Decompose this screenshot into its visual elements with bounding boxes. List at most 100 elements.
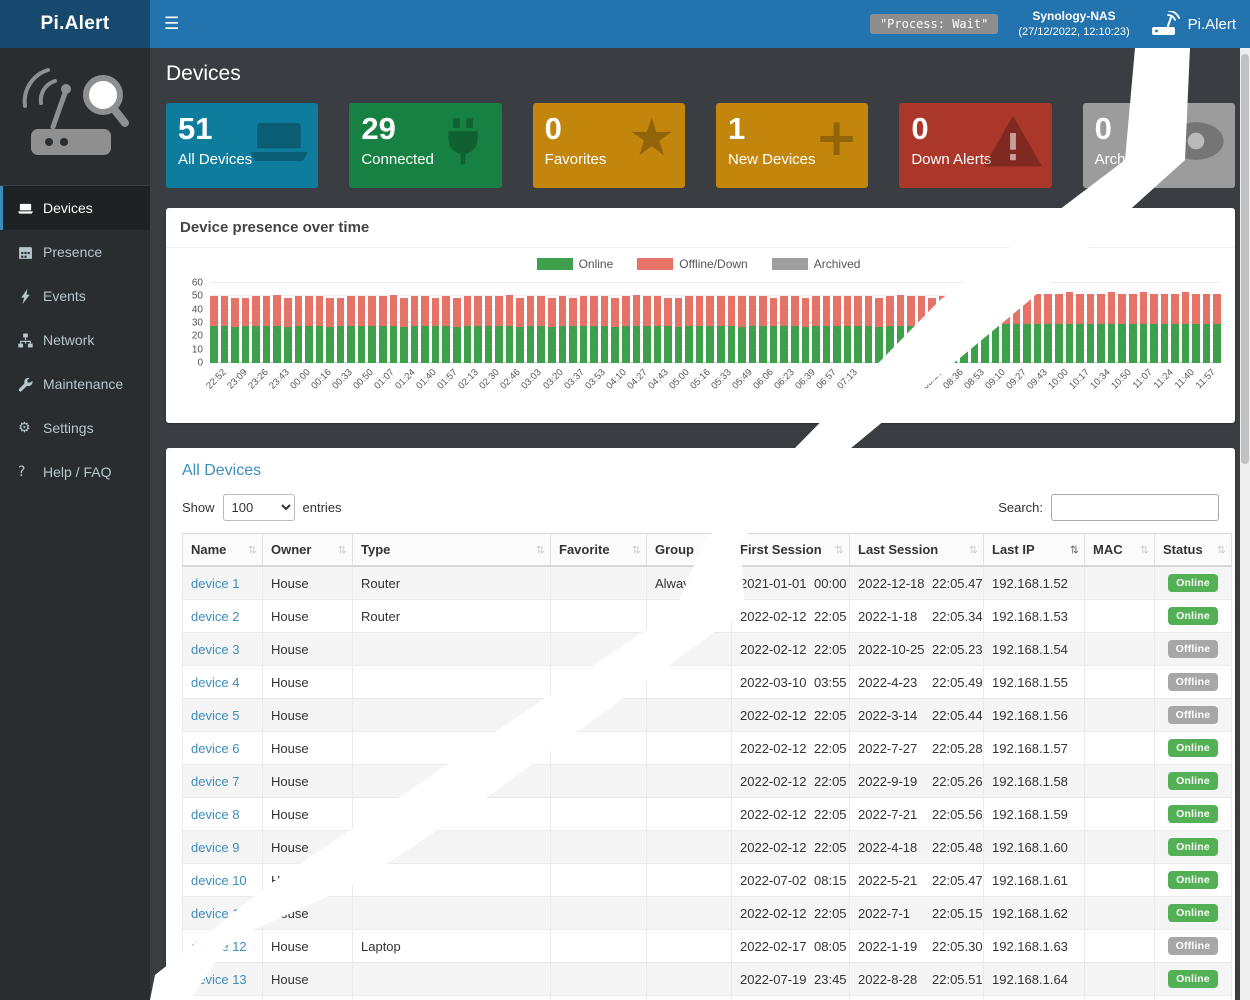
- device-name-link[interactable]: device 12: [191, 938, 247, 954]
- presence-bar: [400, 283, 408, 363]
- chart-area: 0 10 20 30 40 50 60: [176, 278, 1221, 369]
- presence-bar: [1192, 283, 1200, 363]
- legend-label: Archived: [813, 257, 861, 271]
- device-name-link[interactable]: device 2: [191, 608, 240, 624]
- column-label: Last Session: [858, 542, 939, 557]
- last-session-cell: 2022-5-21 22:05.47: [849, 863, 984, 897]
- card-archived[interactable]: 0 Archived: [1082, 103, 1235, 188]
- column-header-name[interactable]: Name ⇅: [182, 533, 263, 567]
- device-name-link[interactable]: device 13: [191, 971, 247, 987]
- column-header-last-ip[interactable]: Last IP ⇅: [983, 533, 1085, 567]
- card-down-alerts[interactable]: 0 Down Alerts: [899, 103, 1052, 188]
- sidebar-item-help-faq[interactable]: ? Help / FAQ: [0, 450, 150, 494]
- device-name-link[interactable]: device 5: [191, 707, 240, 723]
- y-axis-tick: 10: [191, 344, 203, 356]
- sidebar-item-devices[interactable]: Devices: [0, 186, 150, 230]
- column-header-type[interactable]: Type ⇅: [352, 533, 551, 567]
- legend-item-online[interactable]: Online: [536, 257, 613, 271]
- column-label: Type: [361, 542, 391, 557]
- column-header-first-session[interactable]: First Session ⇅: [731, 533, 850, 567]
- type-cell: Router: [352, 565, 551, 600]
- x-axis-tick: 05:16: [688, 367, 713, 392]
- card-all-devices[interactable]: 51 All Devices: [166, 103, 319, 188]
- presence-bar: [1107, 283, 1116, 363]
- presence-bar: [1065, 283, 1074, 363]
- x-axis-tick: 02:13: [456, 367, 482, 392]
- mac-cell: [1084, 698, 1155, 732]
- mac-cell: [1084, 731, 1155, 765]
- presence-bar: [854, 283, 862, 363]
- column-header-status[interactable]: Status ⇅: [1154, 533, 1232, 567]
- sidebar-item-events[interactable]: Events: [0, 274, 150, 318]
- legend-item-offline-down[interactable]: Offline/Down: [637, 257, 748, 271]
- status-badge: Online: [1168, 607, 1218, 625]
- device-name-link[interactable]: device 8: [191, 806, 240, 822]
- last-ip-cell: 192.168.1.55: [983, 665, 1085, 699]
- presence-bar: [569, 283, 577, 363]
- presence-bar: [748, 283, 757, 363]
- presence-bar: [1139, 283, 1148, 363]
- presence-bar: [357, 283, 366, 363]
- device-name-link[interactable]: device 6: [191, 740, 240, 756]
- type-cell: [352, 665, 551, 699]
- column-header-favorite[interactable]: Favorite ⇅: [550, 533, 647, 567]
- column-header-owner[interactable]: Owner ⇅: [262, 533, 353, 567]
- device-name-link[interactable]: device 7: [191, 773, 240, 789]
- presence-bar: [621, 283, 630, 363]
- favorite-cell: [550, 764, 647, 798]
- sidebar: Devices Presence Events Network Maintenance ⚙…: [0, 48, 150, 1000]
- presence-bar: [474, 283, 482, 363]
- y-axis-tick: 60: [191, 277, 203, 289]
- favorite-cell: [550, 863, 647, 897]
- sidebar-item-maintenance[interactable]: Maintenance: [0, 362, 150, 406]
- x-axis-tick: 23:09: [224, 367, 250, 392]
- laptop-icon: [250, 115, 309, 174]
- column-label: Owner: [271, 542, 312, 557]
- device-name-link[interactable]: device 4: [191, 674, 240, 690]
- hamburger-icon[interactable]: ☰: [164, 14, 180, 34]
- owner-cell: House: [262, 863, 353, 897]
- x-axis-tick: 08:36: [940, 367, 966, 392]
- type-cell: [352, 830, 551, 864]
- sidebar-item-presence[interactable]: Presence: [0, 230, 150, 274]
- column-header-last-session[interactable]: Last Session ⇅: [849, 533, 984, 567]
- mac-cell: [1084, 830, 1155, 864]
- column-header-group[interactable]: Group ⇅: [646, 533, 732, 567]
- device-row: device 1 House Router Always on 2021-01-01 00…: [182, 565, 1232, 600]
- entries-label: entries: [302, 500, 342, 515]
- device-name-link[interactable]: device 3: [191, 641, 240, 657]
- device-name-link[interactable]: device 10: [191, 872, 247, 888]
- column-label: Status: [1163, 542, 1203, 557]
- type-cell: [352, 797, 551, 831]
- device-row: device 14House2022-02-1222:052022-11-222…: [182, 995, 1232, 1000]
- last-session-cell: 2022-7-1 22:05.15: [849, 896, 984, 930]
- entries-select[interactable]: 100: [222, 494, 295, 521]
- owner-cell: House: [262, 995, 353, 1000]
- presence-bar: [463, 283, 472, 363]
- last-ip-cell: 192.168.1.52: [983, 565, 1085, 600]
- card-favorites[interactable]: 0 Favorites ★: [532, 103, 685, 188]
- host-time: (27/12/2022, 12:10:23): [1018, 25, 1130, 38]
- device-row: device 2 House Router 2022-02-12 22:05 2022-1…: [182, 599, 1232, 633]
- device-name-link[interactable]: device 11: [191, 905, 246, 921]
- sidebar-item-network[interactable]: Network: [0, 318, 150, 362]
- topbar-brand-label: Pi.Alert: [1187, 15, 1236, 33]
- device-name-link[interactable]: device 9: [191, 839, 240, 855]
- device-name-link[interactable]: device 1: [191, 575, 240, 591]
- sort-icon: ⇅: [968, 544, 978, 556]
- page-scrollbar[interactable]: [1240, 48, 1250, 1000]
- favorite-cell: [550, 995, 647, 1000]
- column-header-mac[interactable]: MAC ⇅: [1084, 533, 1155, 567]
- card-connected[interactable]: 29 Connected: [349, 103, 502, 188]
- search-input[interactable]: [1051, 494, 1219, 521]
- last-session-cell: 2022-12-18 22:05.47: [849, 565, 984, 600]
- legend-item-archived[interactable]: Archived: [771, 257, 861, 271]
- group-cell: [646, 896, 732, 930]
- last-session-cell: 2022-7-27 22:05.28: [849, 731, 984, 765]
- card-new-devices[interactable]: 1 New Devices +: [715, 103, 869, 188]
- sidebar-item-settings[interactable]: ⚙ Settings: [0, 406, 150, 450]
- presence-bar: [632, 283, 641, 363]
- device-row: device 6 House 2022-02-12 22:05 2022-7-27 22:…: [182, 731, 1232, 765]
- scrollbar-thumb[interactable]: [1241, 54, 1249, 464]
